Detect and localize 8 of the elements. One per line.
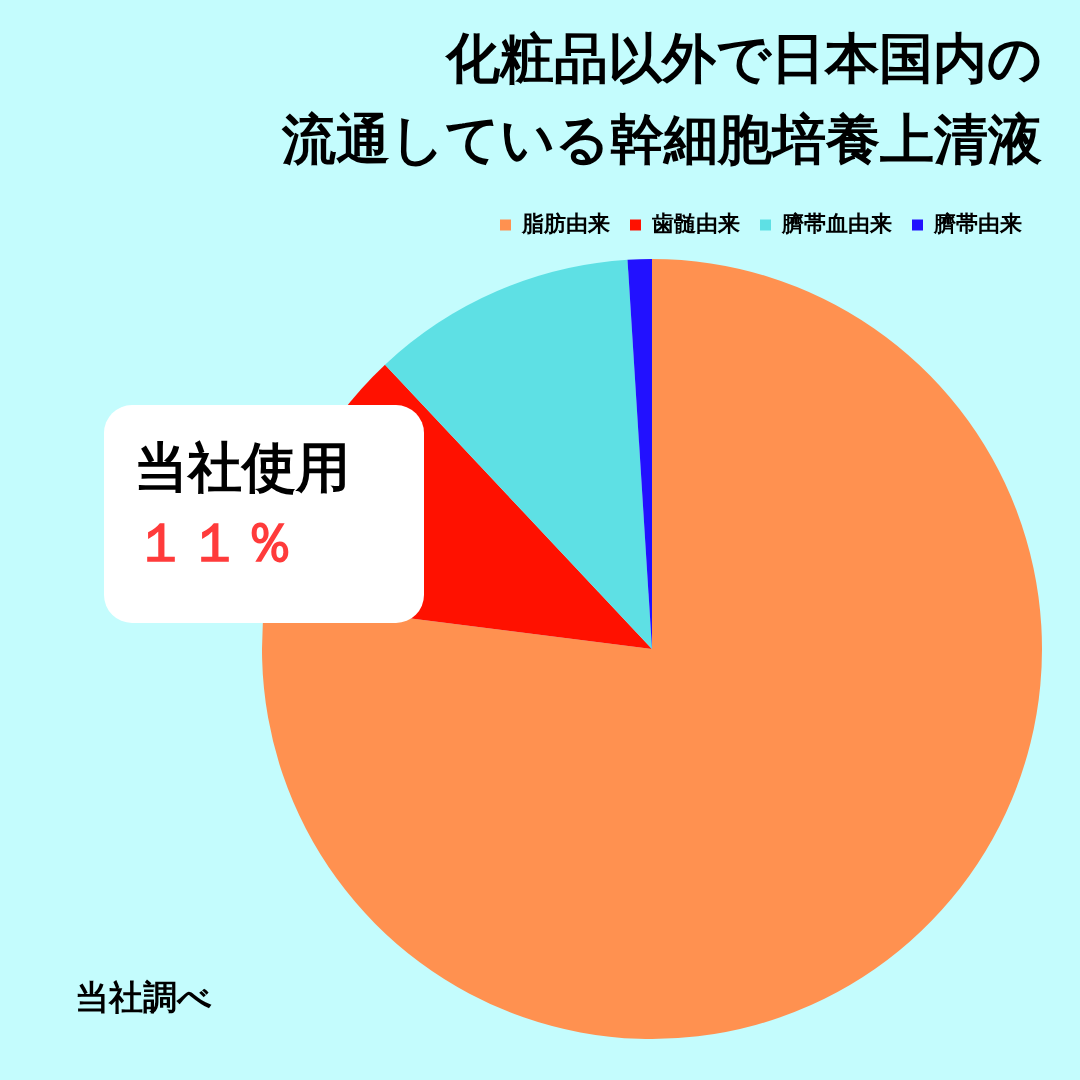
callout-box: 当社使用 １１％ [104, 405, 424, 623]
legend-label: 脂肪由来 [521, 209, 610, 236]
legend-label: 臍帯由来 [933, 209, 1022, 236]
legend-label: 歯髄由来 [651, 209, 740, 236]
text: 当社調べ [75, 976, 212, 1019]
text: 流通している幹細胞培養上清液 [282, 106, 1042, 171]
text: 化粧品以外で日本国内の [446, 25, 1042, 90]
legend-label: 臍帯血由来 [781, 209, 892, 236]
